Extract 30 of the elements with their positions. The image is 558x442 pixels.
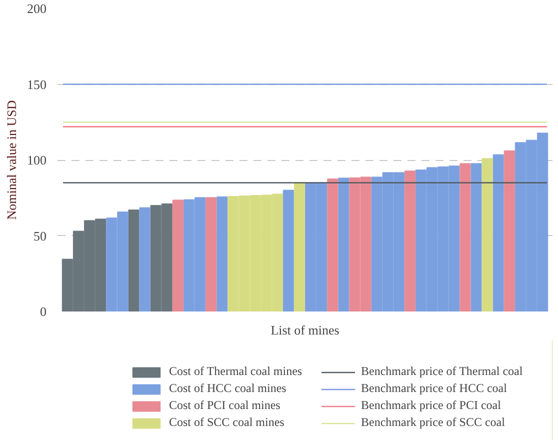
y-tick-label: 0 [40,304,46,319]
legend-label: Benchmark price of HCC coal [361,381,508,396]
legend-label: Cost of HCC coal mines [169,381,288,396]
bar [470,163,482,312]
x-axis-title: List of mines [270,322,340,338]
y-tick-label: 50 [34,228,46,244]
bar [482,158,493,312]
y-axis-title: Nominal value in USD [4,100,19,220]
bar [172,200,184,312]
bar [460,163,471,312]
bar [404,170,416,312]
bar [282,190,294,312]
legend-label: Benchmark price of Thermal coal [361,364,523,379]
y-tick-label: 150 [27,76,46,92]
legend-label: Cost of SCC coal mines [169,415,286,430]
bar [206,197,217,312]
bar [504,150,515,312]
legend-label: Cost of Thermal coal mines [169,364,304,379]
legend-label: Benchmark price of PCI coal [361,398,502,413]
y-tick-label: 200 [27,1,46,16]
bar [128,209,140,312]
bar [338,178,350,312]
legend-label: Cost of PCI coal mines [169,398,282,413]
legend-label: Benchmark price of SCC coal [361,415,506,430]
bar [216,196,228,312]
bar [327,178,338,312]
y-tick-label: 100 [27,152,46,168]
bar [492,154,504,312]
bar [294,182,306,312]
bar [139,207,150,312]
